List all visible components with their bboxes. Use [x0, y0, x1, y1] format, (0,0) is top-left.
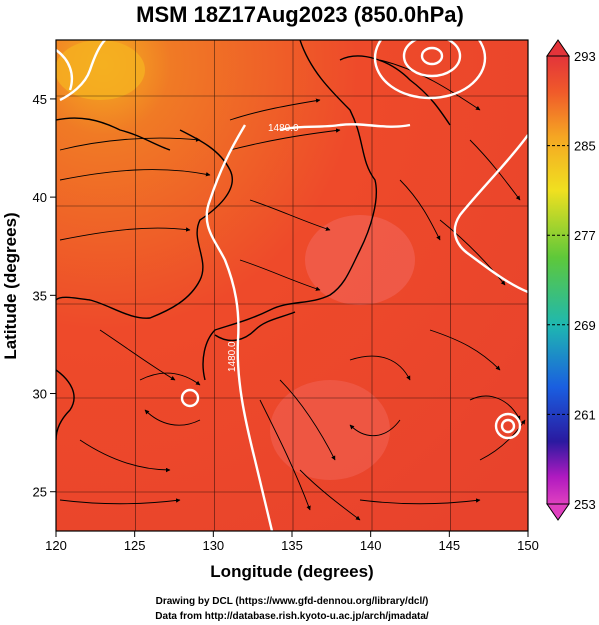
x-tick-label: 140	[360, 538, 382, 553]
warm-patch	[270, 380, 390, 480]
x-axis-label: Longitude (degrees)	[210, 562, 373, 581]
plot-area: 1480.0 1480.0	[56, 40, 528, 531]
x-tick-label: 135	[281, 538, 303, 553]
y-tick-label: 40	[33, 190, 47, 205]
credit-data: Data from http://database.rish.kyoto-u.a…	[155, 611, 429, 622]
y-tick-label: 25	[33, 485, 47, 500]
colorbar-tick-label: 253	[574, 497, 596, 512]
y-tick-label: 30	[33, 387, 47, 402]
x-tick-label: 145	[438, 538, 460, 553]
x-tick-label: 120	[45, 538, 67, 553]
colorbar-tick-label: 285	[574, 139, 596, 154]
x-tick-label: 125	[124, 538, 146, 553]
warm-patch	[56, 40, 145, 100]
colorbar-top-triangle	[546, 39, 570, 57]
colorbar-tick-label: 261	[574, 407, 596, 422]
colorbar-tick-label: 293	[574, 49, 596, 64]
y-tick-label: 45	[33, 92, 47, 107]
chart-title: MSM 18Z17Aug2023 (850.0hPa)	[136, 2, 464, 27]
contour-label: 1480.0	[227, 341, 238, 372]
colorbar: 293 285 277 269 261 253	[546, 39, 596, 521]
contour-label: 1480.0	[268, 123, 299, 134]
warm-patch	[305, 215, 415, 305]
colorbar-tick-label: 269	[574, 318, 596, 333]
colorbar-body	[546, 55, 570, 505]
colorbar-tick-label: 277	[574, 228, 596, 243]
y-tick-label: 35	[33, 288, 47, 303]
x-tick-label: 130	[202, 538, 224, 553]
colorbar-bottom-triangle	[546, 503, 570, 521]
grid	[56, 40, 528, 531]
y-axis-label: Latitude (degrees)	[1, 212, 20, 359]
height-contours	[56, 40, 528, 531]
x-tick-label: 150	[517, 538, 539, 553]
coastlines	[56, 40, 451, 441]
wind-streamlines	[59, 59, 526, 521]
credit-drawing: Drawing by DCL (https://www.gfd-dennou.o…	[156, 596, 429, 607]
x-axis: 120 125 130 135 140 145 150	[45, 531, 539, 553]
y-axis: 25 30 35 40 45	[33, 92, 56, 500]
